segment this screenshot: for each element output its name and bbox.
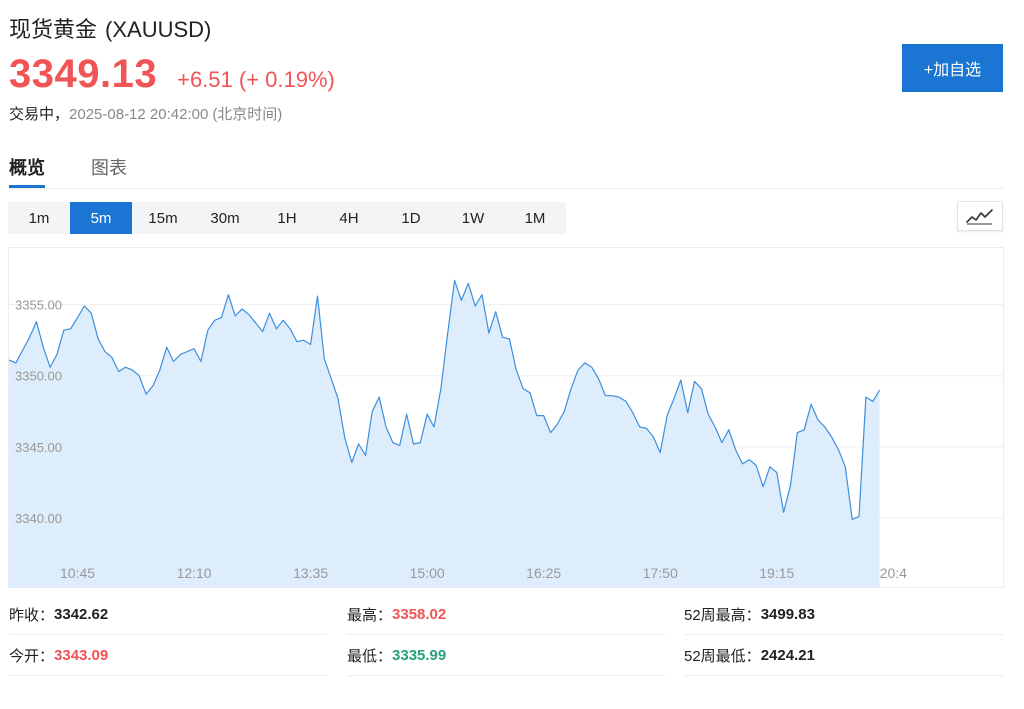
period-1m[interactable]: 1m (28, 209, 50, 227)
stat-value: 3343.09 (54, 647, 109, 664)
x-tick-label: 16:25 (526, 565, 561, 581)
timezone-label: (北京时间) (212, 106, 283, 123)
x-tick-label: 20:4 (880, 565, 907, 581)
period-5m[interactable]: 5m (70, 202, 132, 234)
period-15m[interactable]: 15m (148, 209, 178, 227)
period-1mo[interactable]: 1M (524, 209, 546, 227)
x-tick-label: 12:10 (177, 565, 212, 581)
price-row: 3349.13 +6.51 (+ 0.19%) (9, 52, 335, 97)
y-axis-labels: 3355.00 3350.00 3345.00 3340.00 (15, 298, 62, 526)
x-tick-label: 10:45 (60, 565, 95, 581)
price-change: +6.51 (+ 0.19%) (177, 67, 335, 92)
period-4h[interactable]: 4H (339, 209, 359, 227)
status-text: 交易中， (9, 106, 70, 123)
stat-label: 最低： (347, 648, 393, 665)
stat-prev-close: 昨收： 3342.62 (9, 594, 327, 635)
stats-row: 昨收： 3342.62 最高： 3358.02 52周最高： 3499.83 (9, 594, 1004, 635)
period-30m[interactable]: 30m (210, 209, 240, 227)
x-axis-labels: 10:45 12:10 13:35 15:00 16:25 17:50 19:15 20:4 (60, 565, 907, 581)
y-tick-label: 3345.00 (15, 440, 62, 455)
stat-52w-low: 52周最低： 2424.21 (684, 635, 1004, 676)
stat-low: 最低： 3335.99 (347, 635, 665, 676)
period-selector: 1m 5m 15m 30m 1H 4H 1D 1W 1M (8, 202, 566, 234)
period-1w[interactable]: 1W (461, 209, 485, 227)
tab-divider (9, 188, 1004, 189)
quote-title: 现货黄金 (XAUUSD) (9, 12, 211, 44)
stats-row: 今开： 3343.09 最低： 3335.99 52周最低： 2424.21 (9, 635, 1004, 676)
y-tick-label: 3355.00 (15, 298, 62, 313)
tab-chart[interactable]: 图表 (91, 158, 127, 178)
stats-panel: 昨收： 3342.62 最高： 3358.02 52周最高： 3499.83 今开： 3… (9, 594, 1004, 676)
x-tick-label: 17:50 (643, 565, 678, 581)
price-area (9, 280, 880, 587)
x-tick-label: 19:15 (759, 565, 794, 581)
stat-label: 昨收： (9, 607, 55, 624)
stat-value: 3335.99 (392, 647, 447, 664)
instrument-name: 现货黄金 (9, 17, 98, 42)
x-tick-label: 13:35 (293, 565, 328, 581)
period-1h[interactable]: 1H (277, 209, 297, 227)
tab-overview[interactable]: 概览 (9, 150, 45, 188)
stat-label: 52周最高： (684, 607, 761, 624)
trading-status: 交易中，2025-08-12 20:42:00 (北京时间) (9, 103, 282, 124)
last-price: 3349.13 (9, 52, 158, 96)
stat-value: 3358.02 (392, 606, 447, 623)
add-watchlist-button[interactable]: +加自选 (902, 44, 1003, 92)
stat-52w-high: 52周最高： 3499.83 (684, 594, 1004, 635)
x-tick-label: 15:00 (410, 565, 445, 581)
price-line (9, 279, 881, 520)
y-tick-label: 3340.00 (15, 511, 62, 526)
stat-value: 3499.83 (760, 606, 815, 623)
stat-value: 3342.62 (54, 606, 109, 623)
stat-label: 52周最低： (684, 648, 761, 665)
stat-high: 最高： 3358.02 (347, 594, 665, 635)
line-chart-icon (966, 209, 993, 225)
stat-label: 今开： (9, 648, 55, 665)
quote-time: 2025-08-12 20:42:00 (69, 106, 209, 123)
stat-label: 最高： (347, 607, 393, 624)
chart-type-button[interactable] (957, 201, 1003, 231)
period-1d[interactable]: 1D (401, 209, 421, 227)
y-tick-label: 3350.00 (15, 369, 62, 384)
stat-open: 今开： 3343.09 (9, 635, 327, 676)
price-chart[interactable]: 3355.00 3350.00 3345.00 3340.00 10:45 12:10 1… (8, 247, 1004, 588)
stat-value: 2424.21 (760, 647, 815, 664)
instrument-symbol: (XAUUSD) (105, 17, 212, 42)
tab-bar: 概览 图表 (9, 150, 173, 188)
